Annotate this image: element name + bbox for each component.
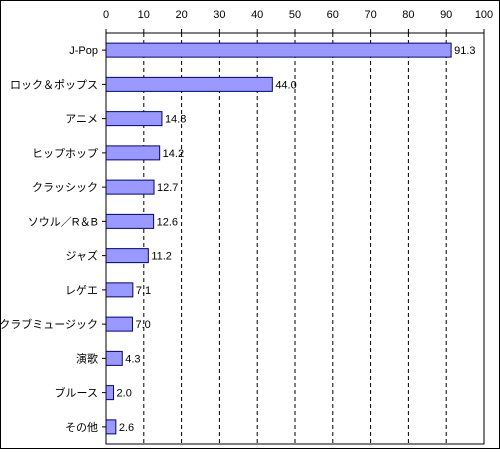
value-label: 2.6 (119, 422, 134, 434)
bar (105, 248, 149, 264)
bar (105, 282, 134, 298)
bar (105, 42, 452, 58)
x-tick-label: 70 (364, 9, 376, 21)
bar (105, 316, 133, 332)
bar (105, 145, 161, 161)
category-label: レゲエ (65, 284, 98, 297)
bar (105, 419, 117, 435)
category-label: ヒップホップ (32, 147, 98, 160)
value-label: 12.7 (157, 182, 178, 194)
x-tick-label: 10 (138, 9, 150, 21)
value-label: 44.0 (275, 79, 296, 91)
value-label: 7.0 (135, 319, 150, 331)
value-label: 11.2 (151, 251, 172, 263)
value-label: 12.6 (157, 216, 178, 228)
value-label: 91.3 (454, 45, 475, 57)
value-label: 14.8 (165, 114, 186, 126)
category-label: J-Pop (69, 45, 98, 57)
bar (105, 350, 123, 366)
bar (105, 76, 273, 92)
bar (105, 111, 163, 127)
x-tick-label: 80 (402, 9, 414, 21)
x-tick-label: 100 (475, 9, 493, 21)
bar (105, 179, 155, 195)
category-label: ソウル／R＆B (28, 215, 98, 228)
x-tick-label: 30 (213, 9, 225, 21)
category-label: アニメ (65, 114, 98, 126)
category-label: その他 (65, 421, 98, 434)
value-label: 2.0 (117, 388, 132, 400)
x-tick-label: 20 (175, 9, 187, 21)
x-tick-label: 0 (103, 9, 109, 21)
bar (105, 385, 115, 401)
x-tick-label: 90 (440, 9, 452, 21)
x-tick-label: 50 (289, 9, 301, 21)
x-tick-label: 60 (327, 9, 339, 21)
category-label: 演歌 (76, 351, 98, 365)
bar (105, 213, 155, 229)
category-label: クラッシック (32, 181, 98, 194)
value-label: 14.2 (163, 148, 184, 160)
category-label: ブルース (55, 386, 98, 400)
value-label: 4.3 (125, 353, 140, 365)
value-label: 7.1 (136, 285, 151, 297)
category-label: ジャズ (66, 249, 98, 263)
category-label: クラブミュージック (1, 317, 98, 331)
x-tick-label: 40 (251, 9, 263, 21)
category-label: ロック＆ポップス (10, 78, 98, 91)
